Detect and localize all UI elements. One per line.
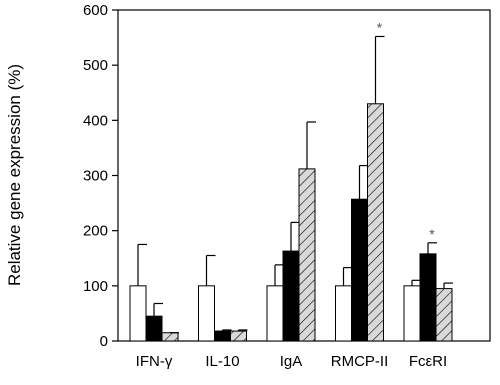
bar [419,253,437,342]
bar [403,285,421,342]
error-bar [306,121,316,169]
error-bar [237,329,248,332]
y-axis-label: Relative gene expression (%) [5,64,24,286]
y-tick-label: 300 [83,168,108,185]
significance-label: * [377,19,383,35]
x-tick-label: IL-10 [205,353,239,370]
significance-label: * [429,226,435,242]
bar [129,285,147,342]
bar [145,315,163,342]
bar [161,332,179,342]
bar [367,103,384,342]
error-bar [137,243,147,286]
bar [214,330,231,342]
x-tick-label: IFN-γ [136,353,173,370]
y-tick-label: 100 [83,278,108,295]
y-tick-label: 0 [100,333,108,350]
error-bar [205,254,216,286]
error-bar [153,302,163,317]
bar [335,285,352,342]
bar [230,330,247,342]
x-tick-label: IgA [280,353,303,370]
y-tick-label: 600 [83,2,108,19]
bar [435,288,453,342]
y-tick-label: 200 [83,223,108,240]
bar [282,250,300,342]
x-tick-label: FcεRI [409,353,447,370]
error-bar [443,282,453,289]
error-bar [221,329,232,332]
y-tick-label: 400 [83,112,108,129]
bar [198,285,215,342]
error-bar [374,35,385,104]
bar [351,198,368,342]
error-bar [427,242,437,254]
y-tick-label: 500 [83,57,108,74]
x-tick-label: RMCP-II [331,353,389,370]
bar [266,285,284,342]
bar [298,168,316,342]
